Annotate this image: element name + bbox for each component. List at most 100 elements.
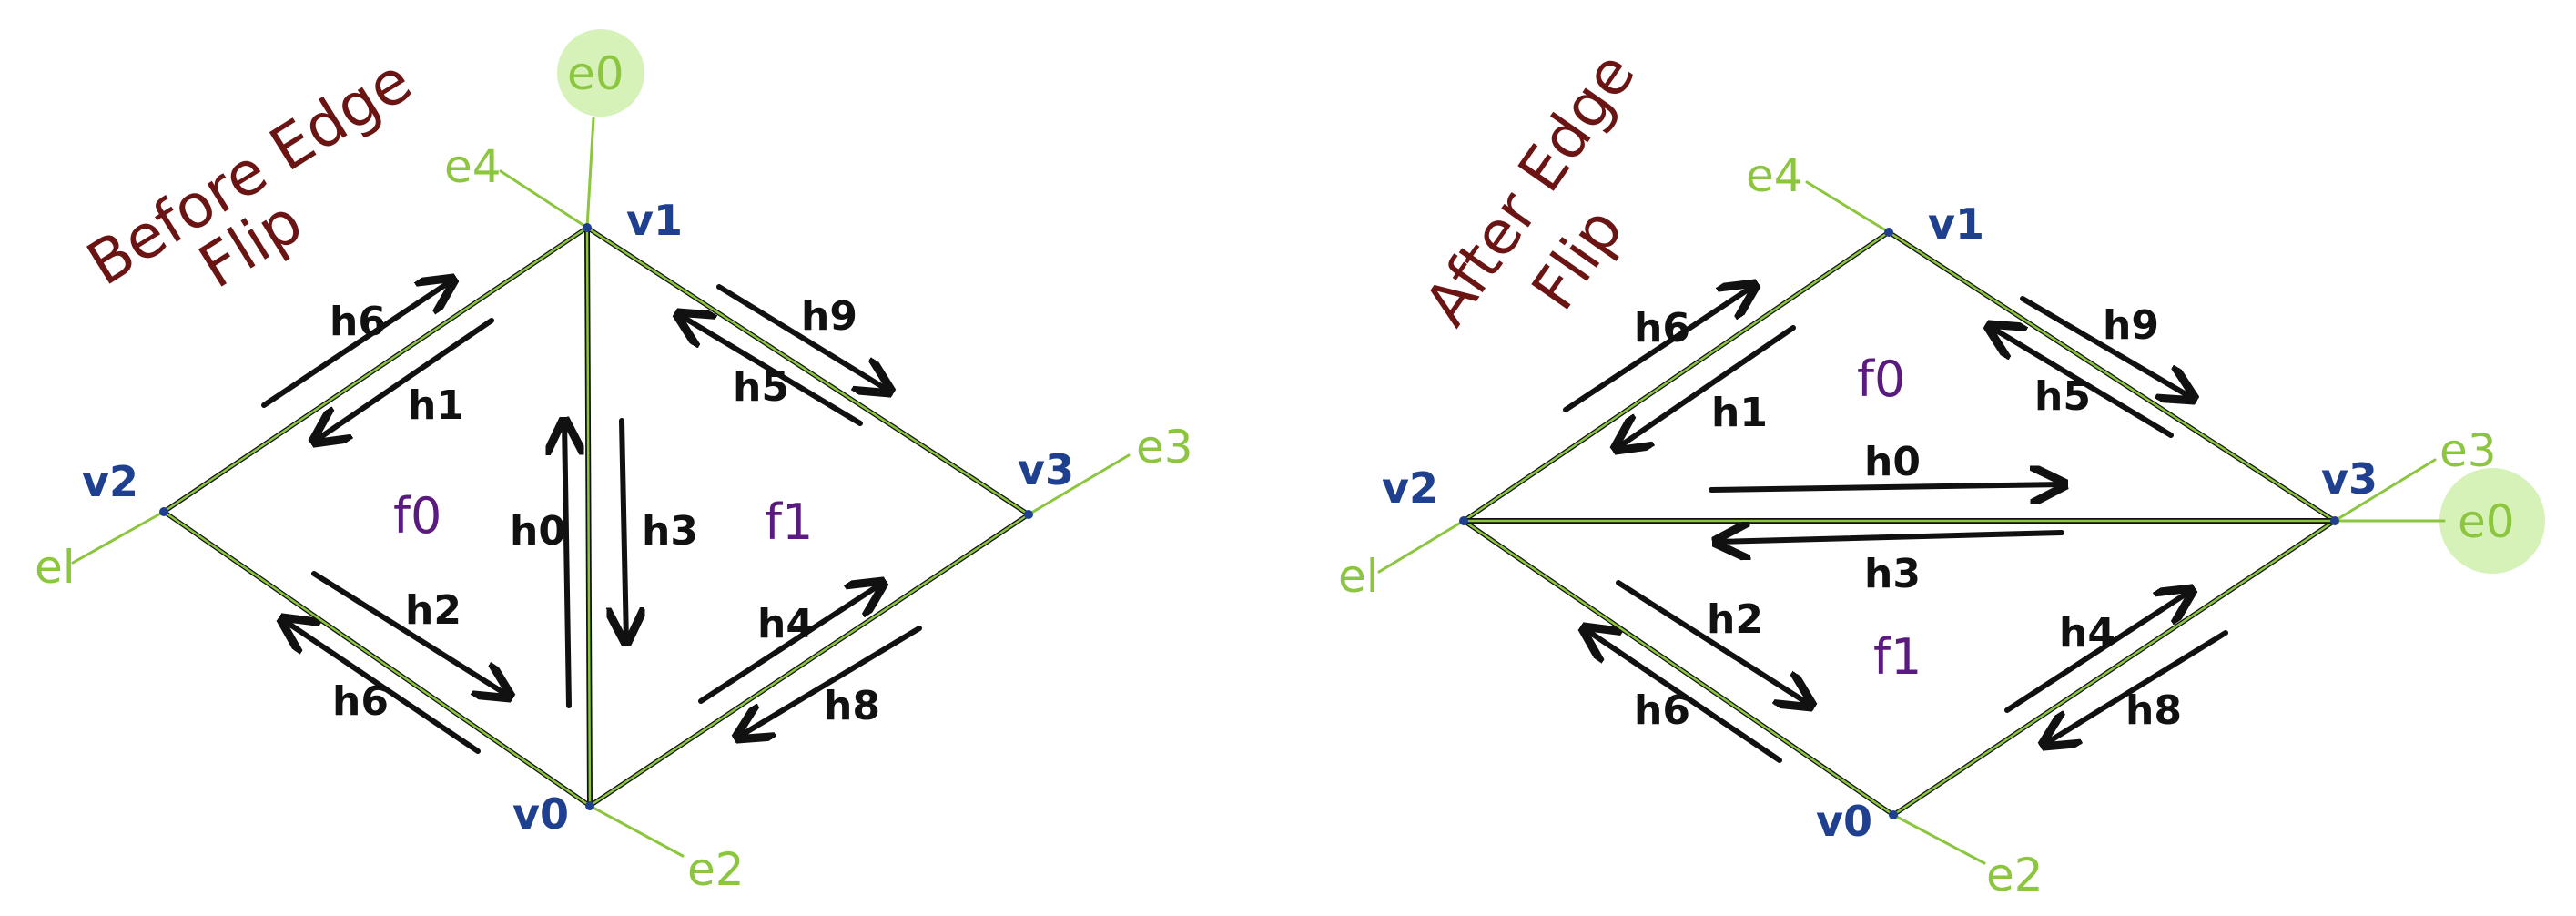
before-edge-e0: e0 (567, 47, 624, 100)
before-arrow-h1 (314, 318, 494, 442)
before-vertex-labels: v0 v1 v2 v3 (82, 196, 1074, 839)
before-label-h4: h4 (757, 601, 814, 647)
before-arrow-h3 (622, 418, 626, 642)
after-label-h9: h9 (2103, 302, 2159, 349)
before-vertex-v3: v3 (1018, 445, 1074, 494)
after-halfedge-arrows (1563, 285, 2228, 763)
after-arrow-h2 (1616, 580, 1811, 706)
after-label-h3: h3 (1864, 551, 1921, 597)
before-edge-e1: el (35, 541, 76, 594)
after-edge-e1: el (1338, 550, 1379, 603)
before-label-h1: h1 (408, 382, 464, 429)
after-face-f1: f1 (1873, 628, 1922, 686)
before-edge-v2-v1 (161, 225, 590, 514)
after-arrow-h5 (1989, 326, 2174, 438)
after-edge-tails (1377, 180, 2446, 865)
before-vertex-v2: v2 (82, 457, 138, 506)
before-vertex-dots (159, 223, 1033, 810)
after-label-h1: h1 (1711, 390, 1768, 436)
after-vertex-dot-v1 (1884, 228, 1893, 237)
before-edge-v1-v3 (584, 225, 1031, 517)
before-edge-e2: e2 (687, 843, 745, 896)
after-arrow-h1 (1616, 325, 1796, 449)
before-edge-e4: e4 (444, 140, 502, 193)
before-label-h2: h2 (405, 587, 461, 634)
after-e0-highlight (2439, 468, 2545, 574)
before-arrow-h5 (678, 314, 863, 426)
before-edge-v2-v0 (161, 509, 593, 809)
after-edge-v2-v1 (1461, 229, 1891, 524)
after-label-h4: h4 (2059, 610, 2115, 656)
after-label-h6-top: h6 (1634, 305, 1690, 351)
after-vertex-v0: v0 (1816, 797, 1872, 846)
before-label-h9: h9 (801, 293, 857, 340)
after-arrow-h8 (2044, 630, 2228, 745)
before-title: Before Edge Flip (76, 46, 423, 302)
after-title: After Edge Flip (1411, 40, 1648, 338)
before-vertex-dot-v3 (1024, 510, 1033, 519)
before-label-h8: h8 (824, 683, 880, 729)
before-e0-highlight (557, 29, 644, 117)
before-vertex-dot-v2 (159, 507, 168, 516)
before-label-h5: h5 (733, 364, 789, 411)
after-halfedge-labels: h6 h1 h0 h3 h2 h6 h9 h5 h4 h8 (1634, 302, 2182, 734)
after-label-h5: h5 (2034, 373, 2091, 420)
before-halfedge-arrows (261, 280, 922, 754)
after-arrow-h6-top (1563, 285, 1755, 412)
after-edge-v0-v3 (1891, 518, 2338, 818)
after-arrow-h4 (2004, 590, 2192, 713)
before-face-labels: f0 f1 (393, 487, 813, 551)
after-vertex-dot-v2 (1459, 516, 1468, 525)
before-arrow-h2 (311, 571, 510, 697)
before-diagram: Before Edge Flip (35, 29, 1193, 896)
before-arrow-h0 (564, 421, 569, 708)
after-edge-e4: e4 (1746, 149, 1803, 202)
after-vertex-dot-v3 (2330, 516, 2339, 525)
after-vertex-dot-v0 (1889, 810, 1898, 819)
after-label-h8: h8 (2125, 687, 2182, 734)
before-label-h6-bottom: h6 (332, 678, 389, 725)
before-edge-v1-v0-diagonal (584, 225, 593, 809)
after-vertex-v1: v1 (1928, 199, 1984, 249)
before-arrow-h6-top (261, 280, 453, 408)
after-tail-e1 (1377, 519, 1465, 574)
after-tail-e4 (1805, 180, 1891, 234)
before-halfedge-labels: h6 h1 h2 h6 h0 h3 h9 h5 h4 h8 (330, 293, 880, 729)
after-edge-e2: e2 (1986, 849, 2044, 901)
after-edge-v2-v0 (1461, 518, 1896, 818)
before-label-h6-top: h6 (330, 299, 386, 345)
after-vertex-v3: v3 (2321, 454, 2378, 504)
before-label-h0: h0 (510, 508, 566, 555)
after-edge-labels: e0 e4 el e2 e3 (1338, 149, 2515, 901)
after-label-h2: h2 (1707, 596, 1763, 643)
after-tail-e2 (1891, 813, 1986, 865)
after-label-h6-bottom: h6 (1634, 687, 1690, 734)
before-tail-e4 (499, 169, 589, 229)
after-face-labels: f0 f1 (1857, 351, 1922, 686)
before-label-h3: h3 (642, 508, 698, 555)
before-tail-e0 (585, 117, 595, 229)
after-diagram: After Edge Flip (1338, 40, 2545, 901)
after-edge-e3: e3 (2439, 424, 2497, 477)
before-edge-labels: e0 e4 el e2 e3 (35, 47, 1193, 896)
before-vertex-v0: v0 (512, 789, 569, 839)
before-tail-e2 (588, 804, 685, 858)
after-title-line1: After Edge (1411, 40, 1648, 338)
before-mesh-edges (161, 225, 1031, 809)
after-vertex-dots (1459, 228, 2339, 819)
before-edge-e3: e3 (1136, 421, 1193, 473)
before-face-f0: f0 (393, 487, 441, 545)
before-arrow-h8 (737, 626, 922, 738)
after-arrow-h9 (2020, 296, 2194, 399)
after-arrow-h6-bottom (1584, 628, 1782, 763)
before-edge-v0-v3 (587, 512, 1031, 809)
after-vertex-labels: v0 v1 v2 v3 (1382, 199, 2378, 846)
before-vertex-dot-v0 (585, 801, 594, 810)
before-tail-e3 (1027, 453, 1131, 516)
before-arrow-h4 (698, 583, 883, 704)
after-tail-e3 (2333, 458, 2437, 523)
after-vertex-v2: v2 (1382, 463, 1438, 513)
after-arrow-h3 (1716, 533, 2064, 542)
before-edge-tails (71, 117, 1131, 858)
